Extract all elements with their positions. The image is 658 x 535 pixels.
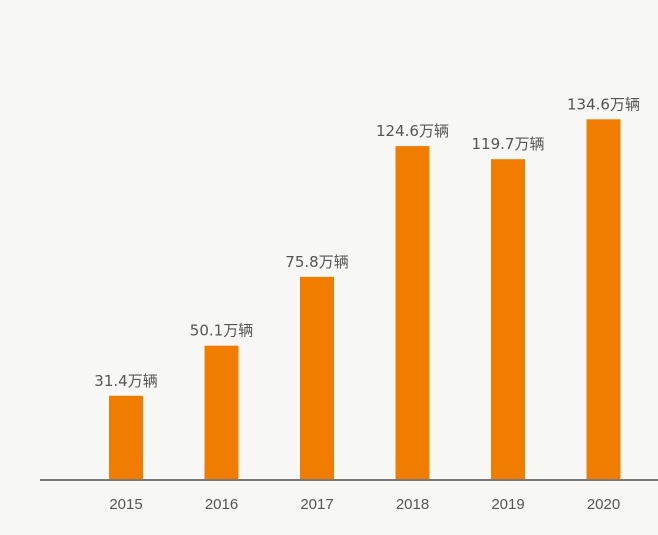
data-label-2016: 50.1万辆 [190, 322, 253, 340]
bar-2019 [491, 159, 525, 480]
x-tick-label-2019: 2019 [491, 496, 524, 513]
x-tick-labels-group: 2015 2016 2017 2018 2019 2020 [109, 496, 620, 513]
x-tick-label-2020: 2020 [587, 496, 620, 513]
x-tick-label-2016: 2016 [205, 496, 238, 513]
data-label-2018: 124.6万辆 [376, 122, 449, 140]
bars-group [109, 119, 621, 481]
bar-2017 [300, 276, 334, 480]
x-tick-label-2017: 2017 [300, 496, 333, 513]
data-label-2017: 75.8万辆 [285, 253, 348, 271]
bar-2016 [204, 345, 239, 480]
x-tick-label-2018: 2018 [396, 496, 429, 513]
bar-2018 [395, 146, 430, 480]
bar-2015 [109, 395, 143, 480]
bar-2020 [586, 119, 621, 481]
x-tick-label-2015: 2015 [109, 496, 142, 513]
data-label-2020: 134.6万辆 [567, 95, 640, 113]
data-label-2019: 119.7万辆 [472, 135, 545, 153]
data-labels-group: 31.4万辆 50.1万辆 75.8万辆 124.6万辆 119.7万辆 134.6万辆 [94, 95, 640, 390]
data-label-2015: 31.4万辆 [94, 372, 157, 390]
